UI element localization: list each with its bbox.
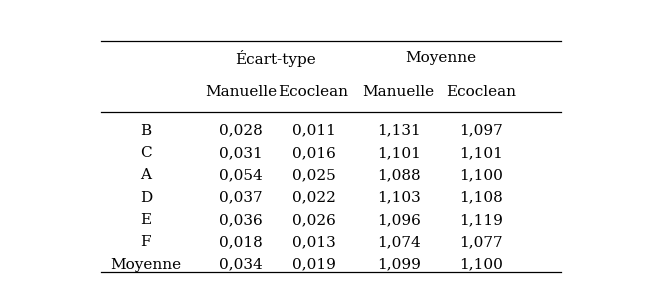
Text: 1,101: 1,101 [459,146,503,160]
Text: 0,037: 0,037 [219,191,263,205]
Text: 0,026: 0,026 [291,213,335,227]
Text: 0,036: 0,036 [219,213,263,227]
Text: Moyenne: Moyenne [406,51,477,65]
Text: 1,131: 1,131 [377,124,421,138]
Text: 1,100: 1,100 [459,168,503,182]
Text: Ecoclean: Ecoclean [278,84,349,99]
Text: 0,031: 0,031 [219,146,263,160]
Text: Écart-type: Écart-type [236,50,317,67]
Text: D: D [140,191,152,205]
Text: 0,019: 0,019 [291,257,335,272]
Text: 1,101: 1,101 [377,146,421,160]
Text: 0,034: 0,034 [219,257,263,272]
Text: 0,018: 0,018 [219,235,263,249]
Text: 1,100: 1,100 [459,257,503,272]
Text: Moyenne: Moyenne [110,257,182,272]
Text: 0,022: 0,022 [291,191,335,205]
Text: 1,088: 1,088 [377,168,421,182]
Text: 0,011: 0,011 [291,124,335,138]
Text: Ecoclean: Ecoclean [446,84,516,99]
Text: 1,074: 1,074 [377,235,421,249]
Text: 1,108: 1,108 [459,191,503,205]
Text: 1,103: 1,103 [377,191,421,205]
Text: E: E [140,213,151,227]
Text: C: C [140,146,152,160]
Text: 0,016: 0,016 [291,146,335,160]
Text: 1,119: 1,119 [459,213,503,227]
Text: 0,028: 0,028 [219,124,263,138]
Text: 1,096: 1,096 [377,213,421,227]
Text: 0,054: 0,054 [219,168,263,182]
Text: 0,025: 0,025 [292,168,335,182]
Text: 0,013: 0,013 [292,235,335,249]
Text: Manuelle: Manuelle [362,84,435,99]
Text: F: F [141,235,151,249]
Text: A: A [140,168,151,182]
Text: 1,097: 1,097 [459,124,503,138]
Text: 1,077: 1,077 [459,235,503,249]
Text: 1,099: 1,099 [377,257,421,272]
Text: Manuelle: Manuelle [205,84,277,99]
Text: B: B [140,124,151,138]
